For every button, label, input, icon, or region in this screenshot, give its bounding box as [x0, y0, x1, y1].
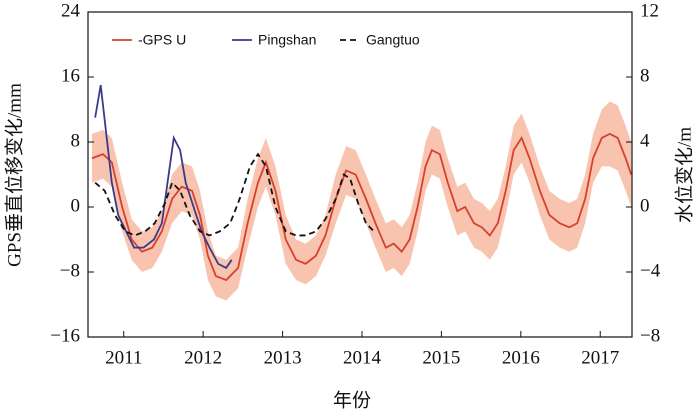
y-tick-label: 16 [61, 65, 80, 86]
y-tick-label: 8 [71, 130, 81, 151]
x-tick-label: 2012 [184, 347, 222, 368]
legend-label: Gangtuo [366, 32, 420, 48]
y2-tick-label: −4 [640, 260, 661, 281]
y-axis-label: GPS垂直位移变化/mm [3, 83, 25, 267]
x-axis-label: 年份 [333, 389, 371, 411]
y2-tick-label: 4 [640, 130, 650, 151]
y2-tick-label: 12 [640, 0, 659, 21]
y-tick-label: −8 [60, 260, 80, 281]
y2-tick-label: −8 [640, 325, 660, 346]
legend-label: Pingshan [258, 32, 316, 48]
y2-tick-label: 8 [640, 65, 650, 86]
series-line [91, 132, 633, 282]
series-line [94, 152, 375, 237]
x-tick-label: 2013 [264, 347, 302, 368]
y-tick-label: −16 [50, 325, 80, 346]
y2-axis-label: 水位变化/m [673, 127, 695, 223]
x-tick-label: 2016 [502, 347, 540, 368]
series-line [94, 84, 233, 270]
y2-tick-label: 0 [640, 195, 650, 216]
x-tick-label: 2015 [422, 347, 460, 368]
y-tick-label: 0 [71, 195, 81, 216]
error-band [91, 101, 632, 301]
legend-label: -GPS U [138, 32, 186, 48]
x-tick-label: 2017 [581, 347, 619, 368]
x-tick-label: 2014 [343, 347, 382, 368]
plot-frame [87, 11, 633, 338]
y-tick-label: 24 [61, 0, 81, 21]
x-tick-label: 2011 [105, 347, 142, 368]
